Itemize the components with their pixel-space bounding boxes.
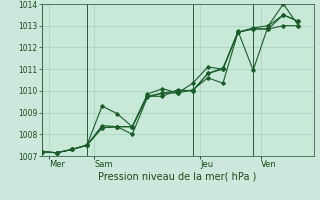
X-axis label: Pression niveau de la mer( hPa ): Pression niveau de la mer( hPa ) bbox=[99, 172, 257, 182]
